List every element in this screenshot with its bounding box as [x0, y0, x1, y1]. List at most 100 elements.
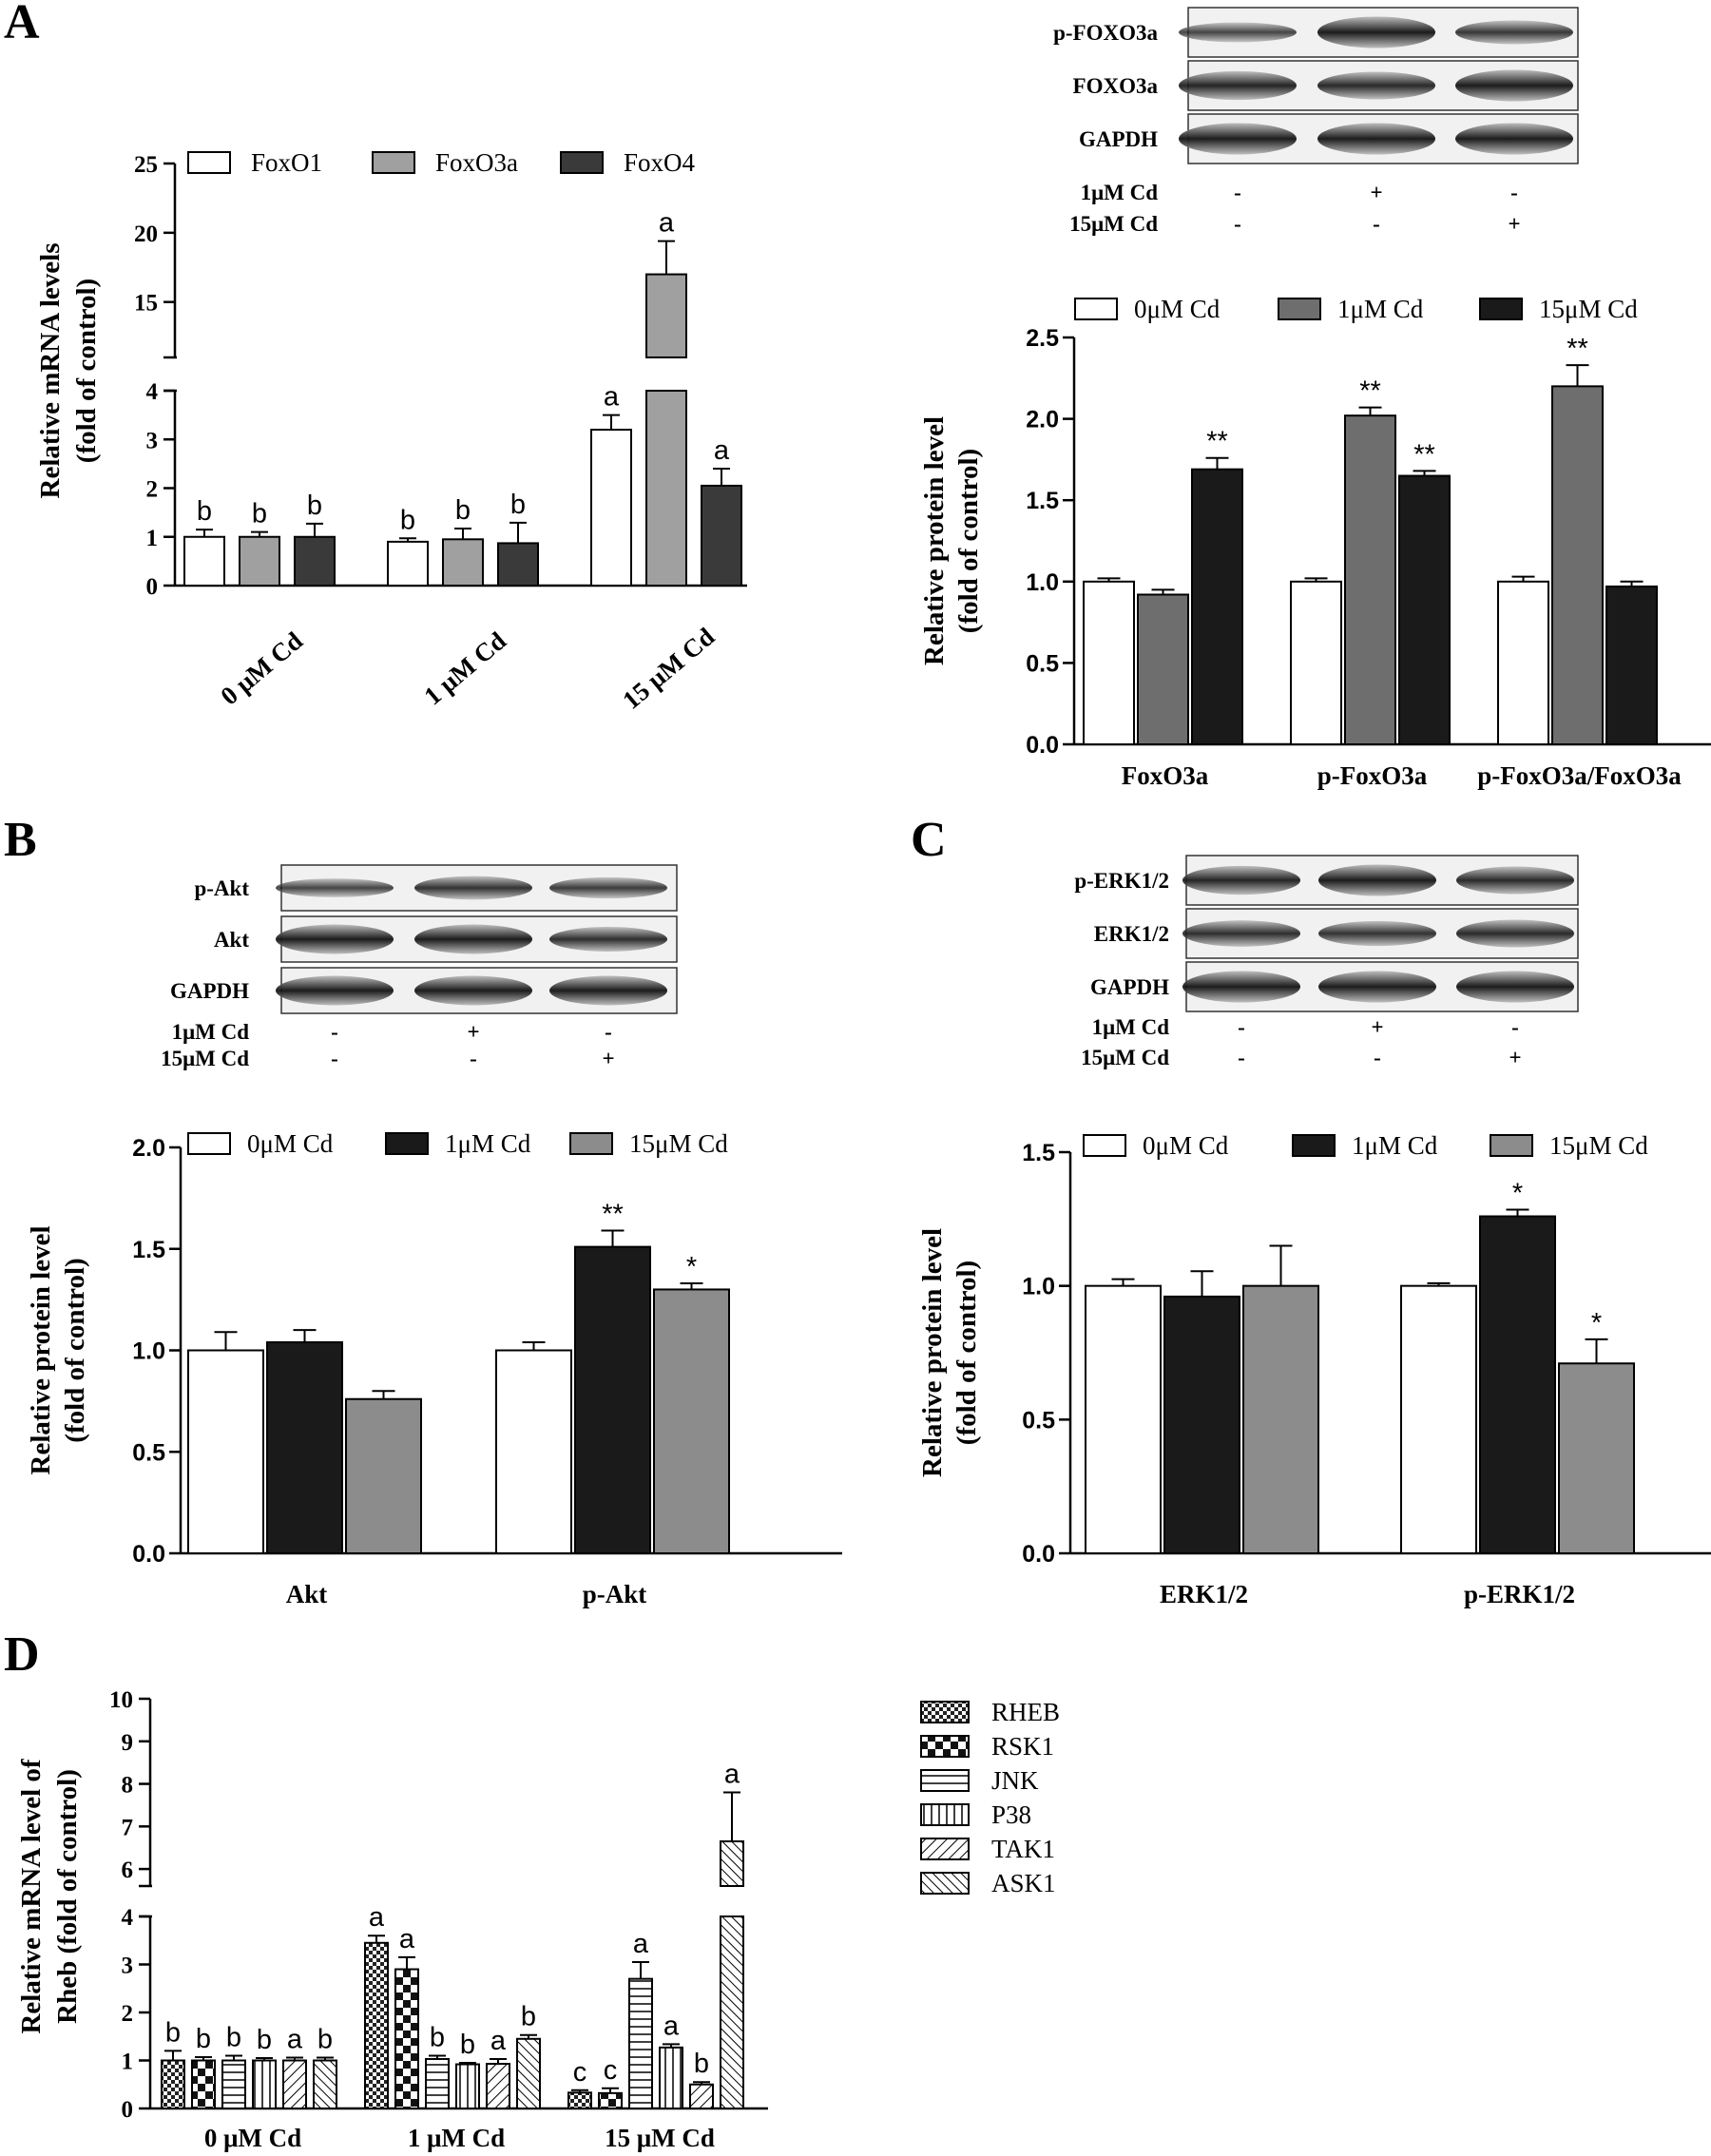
y-tick-label: 1	[122, 2050, 134, 2075]
bar	[497, 542, 539, 587]
y-tick-label: 9	[122, 1730, 134, 1756]
treatment-sign: -	[1374, 1046, 1381, 1069]
legend-swatch	[920, 1838, 970, 1860]
blot-panel-b: p-Akt Akt GAPDH 1μM Cd - + - 15μM Cd - - +	[161, 864, 678, 1070]
bar	[394, 1968, 419, 2110]
y-tick-label: 2.5	[1026, 325, 1059, 352]
bar	[187, 1349, 264, 1554]
blot-lane-label: p-Akt	[194, 876, 249, 900]
treatment-sign: -	[1234, 212, 1241, 236]
legend-label: 0μM Cd	[247, 1129, 334, 1158]
bar	[1398, 474, 1451, 745]
blot-lane-label: FOXO3a	[1073, 74, 1159, 98]
bar	[294, 535, 336, 587]
legend-label: 15μM Cd	[1549, 1131, 1648, 1160]
y-tick-label: 20	[134, 221, 158, 247]
blot-band	[414, 975, 532, 1006]
bar-lower-segment	[645, 390, 687, 587]
significance-letter: a	[604, 382, 620, 413]
blot-band	[549, 927, 667, 952]
blot-lane-label: GAPDH	[1090, 975, 1169, 999]
bar	[313, 2059, 337, 2109]
y-axis-label-line: Relative protein level	[26, 1225, 56, 1474]
blot-band	[276, 975, 394, 1006]
legend-swatch	[385, 1132, 429, 1155]
blot-panel-c: p-ERK1/2 ERK1/2 GAPDH 1μM Cd - + - 15μM Cd - - +	[1074, 855, 1579, 1069]
significance-mark: *	[1591, 1308, 1602, 1338]
blot-lane-label: GAPDH	[1079, 127, 1158, 151]
treatment-sign: -	[1510, 181, 1518, 204]
significance-letter: b	[510, 490, 526, 520]
significance-letter: b	[400, 505, 415, 535]
treatment-label: 1μM Cd	[1081, 181, 1159, 204]
y-tick-label: 3	[122, 1954, 134, 1979]
significance-mark: **	[1206, 427, 1228, 457]
treatment-sign: -	[605, 1020, 612, 1044]
bar	[1344, 414, 1396, 745]
blot-band	[1455, 123, 1573, 155]
chart-C-protein: 0.0 0.5 1.0 1.5 Relative protein level (fold …	[917, 1131, 1711, 1608]
legend-label: 0μM Cd	[1134, 295, 1221, 323]
y-axis-label: Relative mRNA levels (fold of control)	[35, 243, 102, 499]
bar	[1163, 1295, 1240, 1555]
bar	[689, 2083, 714, 2109]
significance-letter: c	[573, 2057, 587, 2088]
y-axis-label: Relative mRNA level of Rheb (fold of cont…	[16, 1759, 83, 2033]
blot-band	[1455, 20, 1573, 45]
bar	[701, 484, 742, 587]
category-label: 1 μM Cd	[418, 626, 511, 711]
bar	[1551, 385, 1604, 745]
y-axis-label-line: (fold of control)	[71, 279, 102, 463]
significance-letter: c	[604, 2055, 618, 2086]
bar	[486, 2063, 510, 2109]
blot-band	[414, 876, 532, 900]
chart-B-protein: 0.0 0.5 1.0 1.5 2.0 Relative protein level (fo…	[26, 1129, 842, 1608]
y-tick-label: 0	[122, 2097, 134, 2123]
legend-label: FoxO1	[251, 148, 322, 177]
bar	[1290, 580, 1342, 745]
bar	[183, 535, 225, 587]
legend-label: 15μM Cd	[1539, 295, 1638, 323]
significance-letter: a	[659, 208, 675, 239]
significance-letter: a	[490, 2026, 507, 2056]
blot-lane-label: Akt	[214, 928, 249, 952]
treatment-sign: -	[1234, 181, 1241, 204]
legend-label: FoxO3a	[435, 148, 518, 177]
y-tick-label: 25	[134, 152, 158, 178]
bar	[364, 1941, 389, 2110]
category-label: FoxO3a	[1122, 761, 1209, 790]
legend-swatch	[1490, 1134, 1533, 1157]
significance-letter: b	[521, 2002, 536, 2032]
significance-mark: *	[1512, 1178, 1523, 1208]
bar	[282, 2059, 307, 2109]
significance-letter: b	[196, 2024, 211, 2054]
legend-swatch	[1479, 298, 1523, 320]
significance-letter: a	[714, 435, 730, 466]
y-axis-label-line: (fold of control)	[60, 1258, 90, 1442]
significance-letter: b	[307, 491, 322, 521]
category-label: Akt	[286, 1580, 328, 1608]
bar-lower-segment	[720, 1915, 744, 2109]
y-tick-label: 1.0	[132, 1338, 165, 1365]
bar	[1605, 585, 1658, 745]
significance-letter: b	[694, 2049, 709, 2079]
significance-letter: b	[455, 495, 471, 526]
legend-label: 1μM Cd	[1337, 295, 1424, 323]
significance-letter: b	[197, 496, 212, 527]
y-tick-label: 0	[146, 574, 159, 600]
y-tick-label: 0.0	[132, 1541, 165, 1568]
legend-swatch	[1083, 1134, 1126, 1157]
bar	[425, 2057, 450, 2110]
y-axis-label-line: Relative protein level	[919, 416, 950, 665]
treatment-sign: +	[1370, 181, 1382, 204]
blot-band	[1182, 920, 1300, 947]
blot-lane-label: p-FOXO3a	[1053, 21, 1158, 45]
category-label: ERK1/2	[1160, 1580, 1248, 1608]
bar	[221, 2059, 246, 2109]
treatment-label: 15μM Cd	[1081, 1046, 1169, 1069]
legend-swatch	[187, 151, 231, 174]
y-axis-label: Relative protein level (fold of control)	[26, 1225, 90, 1474]
legend-swatch	[1074, 298, 1118, 320]
